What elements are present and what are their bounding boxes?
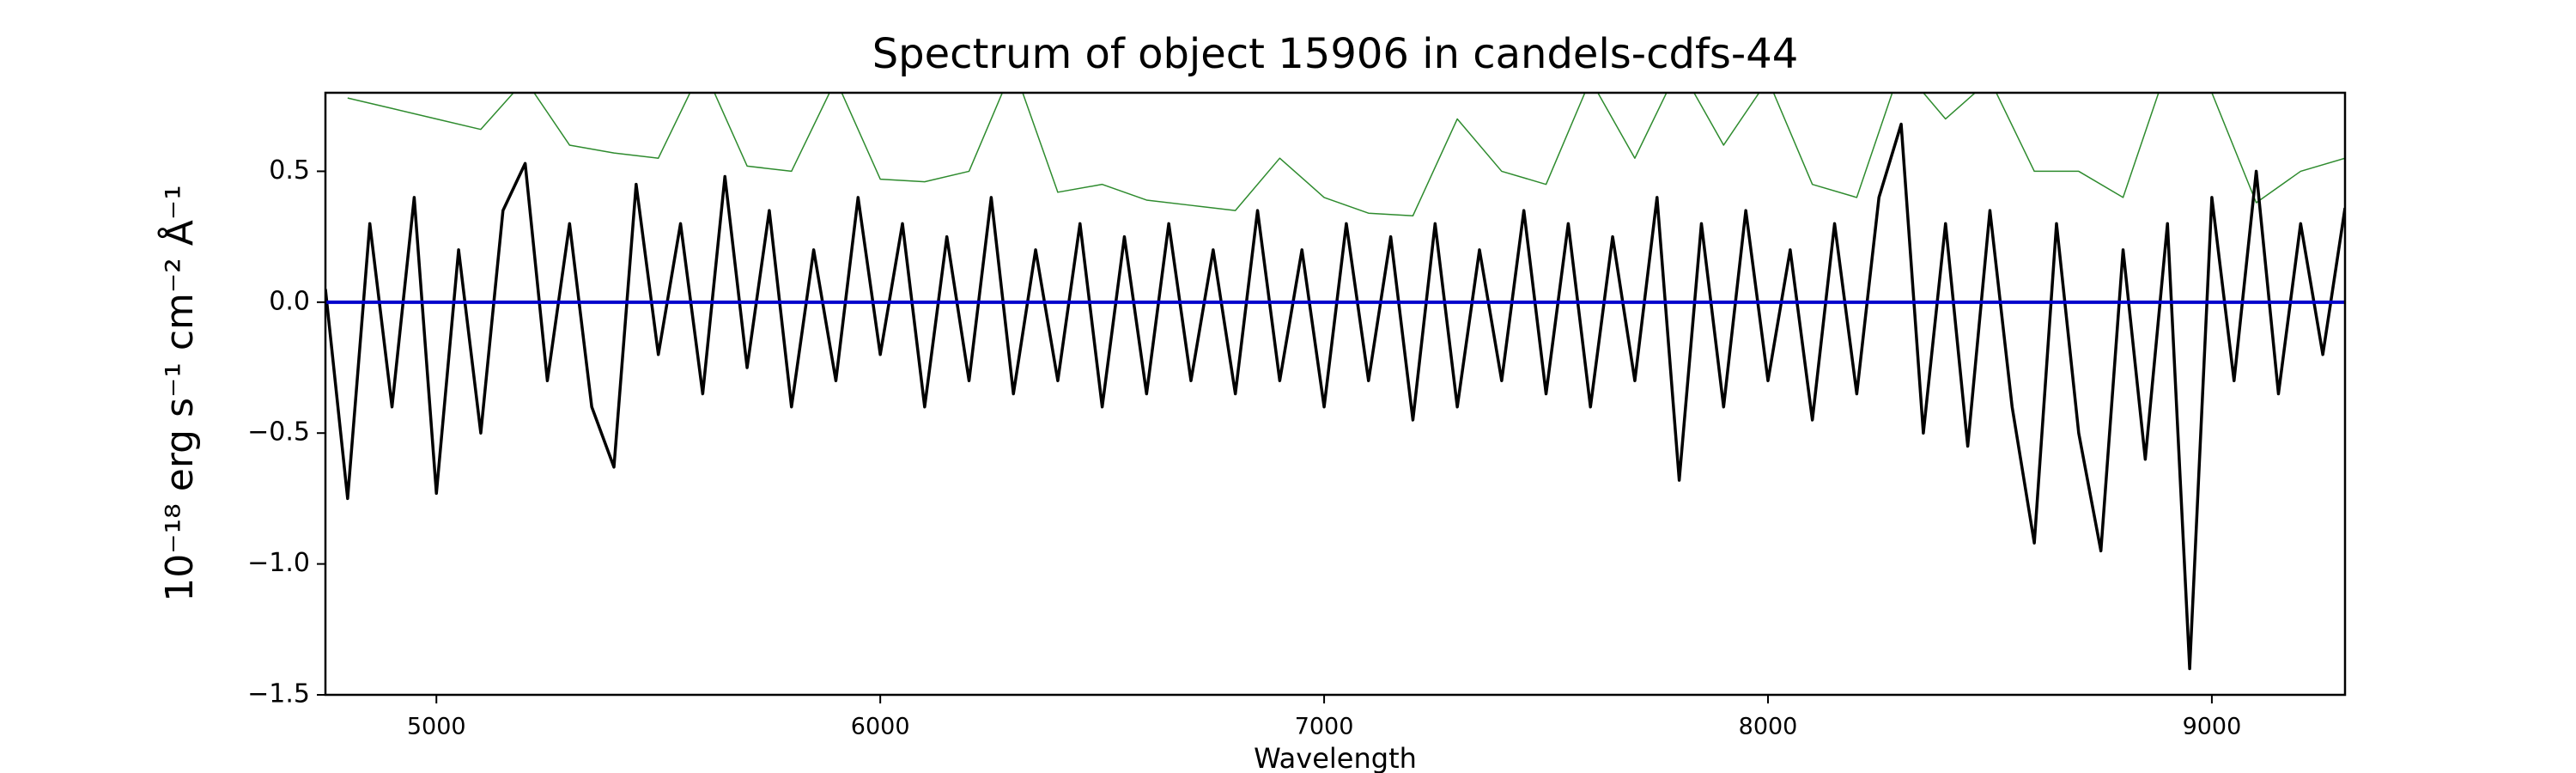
plot-area [325, 93, 2345, 671]
y-axis-label: 10⁻¹⁸ erg s⁻¹ cm⁻² Å⁻¹ [156, 185, 202, 601]
spectrum-line [325, 122, 2345, 671]
spectrum-line [347, 93, 2345, 216]
x-tick-label: 9000 [2183, 714, 2242, 740]
y-tick-label: 0.5 [269, 155, 310, 186]
y-tick-label: −0.5 [247, 417, 310, 447]
x-tick-label: 8000 [1739, 714, 1798, 740]
axes-frame [324, 91, 2347, 697]
y-tick-label: 0.0 [269, 286, 310, 316]
x-tick-label: 7000 [1295, 714, 1354, 740]
y-tick-label: −1.0 [247, 548, 310, 578]
y-tick-label: −1.5 [247, 679, 310, 709]
chart-title: Spectrum of object 15906 in candels-cdfs… [872, 30, 1799, 78]
x-tick-label: 6000 [851, 714, 910, 740]
x-axis-label: Wavelength [1254, 742, 1417, 773]
x-tick-label: 5000 [407, 714, 466, 740]
